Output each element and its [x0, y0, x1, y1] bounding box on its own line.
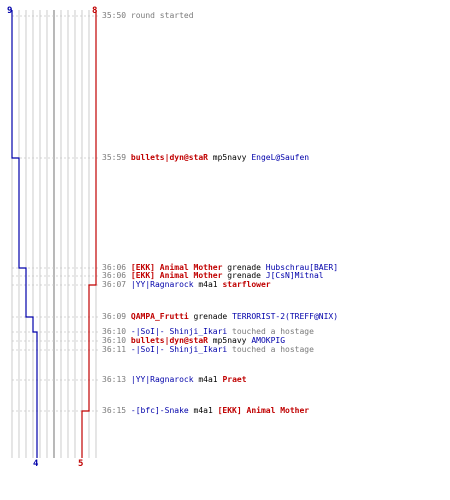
- log-part: touched a hostage: [227, 345, 314, 354]
- log-part: m4a1: [193, 375, 223, 384]
- blue-team-line: [11, 10, 38, 458]
- log-row: 36:15 -[bfc]-Snake m4a1 [EKK] Animal Mot…: [102, 406, 309, 415]
- log-part: bullets|dyn@staR: [130, 336, 208, 345]
- log-time: 36:07: [102, 280, 131, 289]
- log-time: 36:10: [102, 327, 131, 336]
- log-part: |YY|Ragnarock: [130, 280, 194, 289]
- log-part: bullets|dyn@staR: [130, 153, 208, 162]
- grid-lines: [11, 10, 97, 458]
- log-part: [EKK] Animal Mother: [217, 406, 310, 415]
- log-row: 36:06 [EKK] Animal Mother grenade Hubsch…: [102, 263, 338, 272]
- blue-start-count: 9: [7, 6, 13, 16]
- log-row: 36:06 [EKK] Animal Mother grenade J[CsN]…: [102, 271, 324, 280]
- log-time: 36:15: [102, 406, 131, 415]
- log-part: QAMPA_Frutti: [130, 312, 189, 321]
- log-part: AMOKPIG: [251, 336, 286, 345]
- log-row: 36:10 -|SoI|- Shinji_Ikari touched a hos…: [102, 327, 314, 336]
- log-time: 36:13: [102, 375, 131, 384]
- player-count-chart: [11, 10, 100, 458]
- log-part: [EKK] Animal Mother: [130, 263, 223, 272]
- log-part: m4a1: [193, 280, 223, 289]
- event-ticks: [12, 15, 100, 412]
- log-time: 36:11: [102, 345, 131, 354]
- log-part: -|SoI|- Shinji_Ikari: [130, 345, 228, 354]
- log-time: 36:09: [102, 312, 131, 321]
- log-part: Hubschrau[BAER]: [265, 263, 339, 272]
- log-row: 35:50 round started: [102, 11, 194, 20]
- log-part: TERRORIST-2(TREFF@NIX): [232, 312, 339, 321]
- log-part: -|SoI|- Shinji_Ikari: [130, 327, 228, 336]
- log-part: J[CsN]Mitnal: [265, 271, 324, 280]
- log-row: 35:59 bullets|dyn@staR mp5navy EngeL@Sau…: [102, 153, 309, 162]
- log-row: 36:09 QAMPA_Frutti grenade TERRORIST-2(T…: [102, 312, 338, 321]
- log-time: 35:50: [102, 11, 131, 20]
- log-part: m4a1: [188, 406, 218, 415]
- log-row: 36:13 |YY|Ragnarock m4a1 Praet: [102, 375, 247, 384]
- log-part: round started: [130, 11, 194, 20]
- log-time: 36:06: [102, 271, 131, 280]
- log-row: 36:11 -|SoI|- Shinji_Ikari touched a hos…: [102, 345, 314, 354]
- log-part: grenade: [188, 312, 233, 321]
- log-part: mp5navy: [207, 336, 252, 345]
- log-part: EngeL@Saufen: [251, 153, 310, 162]
- log-part: -[bfc]-Snake: [130, 406, 189, 415]
- log-part: grenade: [222, 271, 266, 280]
- red-team-line: [81, 10, 97, 458]
- log-row: 36:07 |YY|Ragnarock m4a1 starflower: [102, 280, 271, 289]
- log-part: Praet: [222, 375, 247, 384]
- red-start-count: 8: [92, 6, 98, 16]
- log-part: [EKK] Animal Mother: [130, 271, 223, 280]
- log-part: starflower: [222, 280, 271, 289]
- blue-end-count: 4: [33, 459, 39, 469]
- log-part: grenade: [222, 263, 266, 272]
- red-end-count: 5: [78, 459, 84, 469]
- log-part: touched a hostage: [227, 327, 314, 336]
- log-time: 36:06: [102, 263, 131, 272]
- log-time: 36:10: [102, 336, 131, 345]
- log-time: 35:59: [102, 153, 131, 162]
- log-part: mp5navy: [207, 153, 252, 162]
- log-part: |YY|Ragnarock: [130, 375, 194, 384]
- log-row: 36:10 bullets|dyn@staR mp5navy AMOKPIG: [102, 336, 285, 345]
